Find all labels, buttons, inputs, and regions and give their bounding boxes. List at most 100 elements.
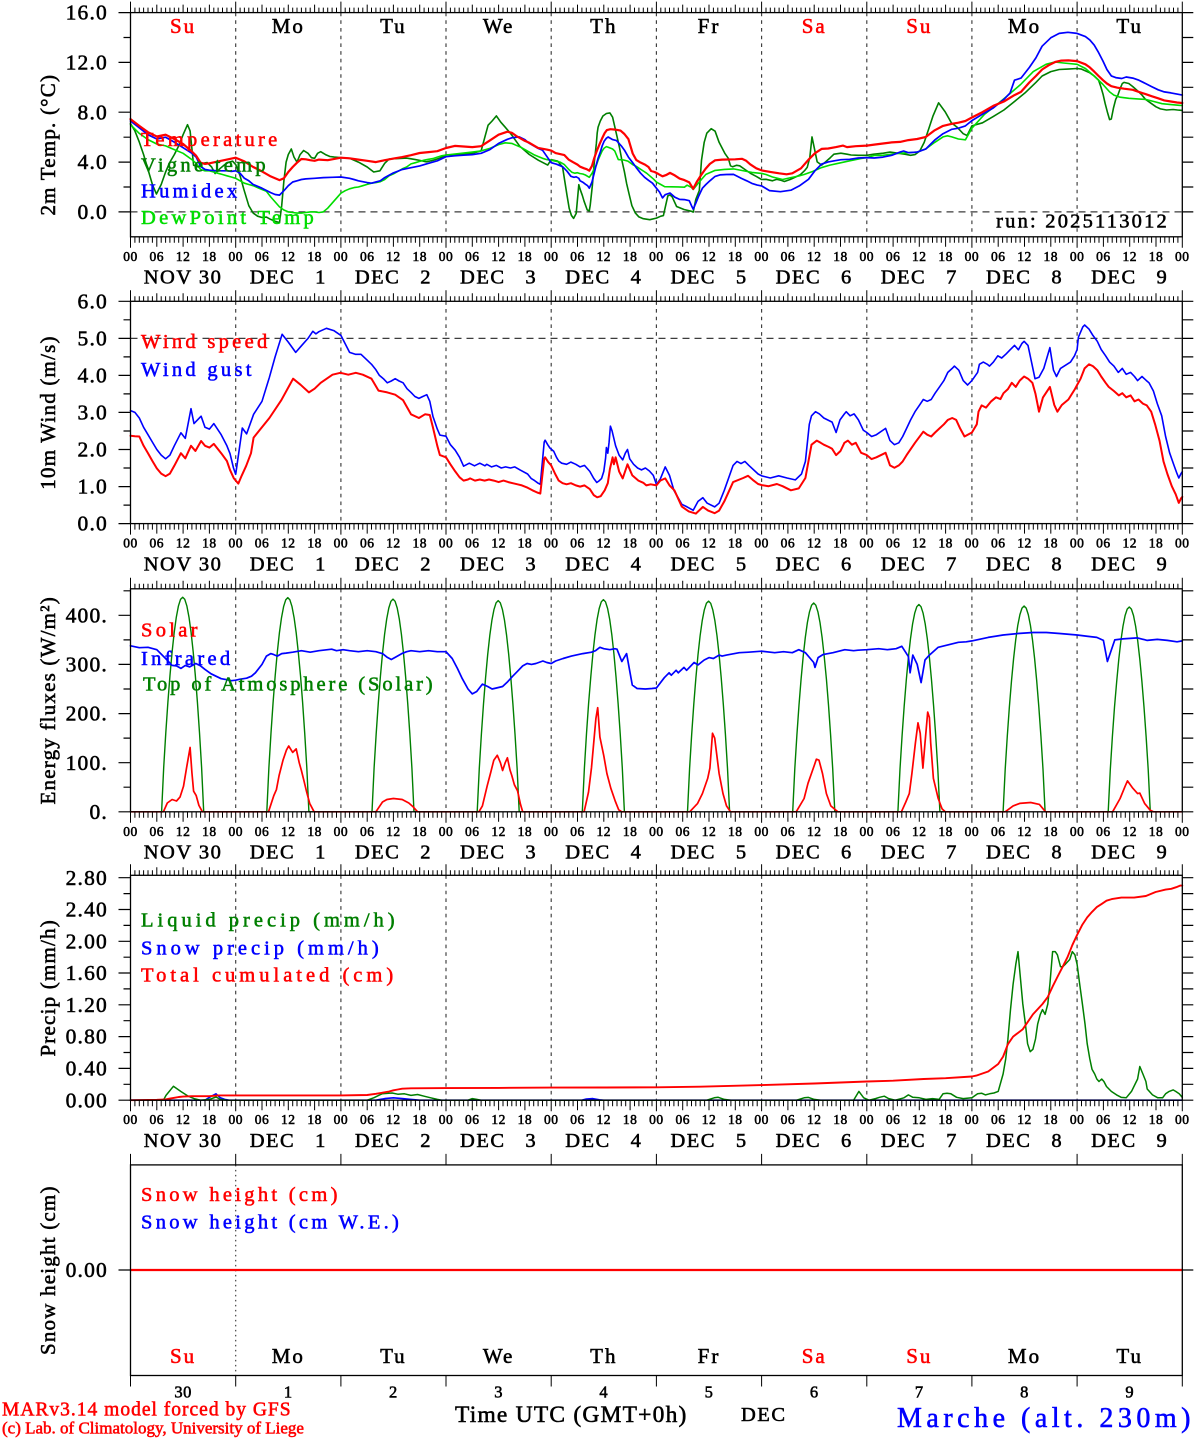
svg-text:12.0: 12.0	[66, 50, 108, 74]
svg-text:12: 12	[807, 1112, 822, 1127]
svg-text:18: 18	[1149, 1112, 1164, 1127]
svg-text:12: 12	[386, 824, 401, 839]
svg-text:DEC 3: DEC 3	[460, 842, 537, 864]
svg-text:12: 12	[386, 536, 401, 551]
svg-text:06: 06	[570, 824, 585, 839]
svg-text:8: 8	[1020, 1382, 1029, 1401]
svg-text:06: 06	[360, 1112, 375, 1127]
svg-text:16.0: 16.0	[66, 1, 108, 25]
svg-text:DEC 1: DEC 1	[250, 267, 327, 289]
svg-text:06: 06	[150, 536, 165, 551]
svg-text:2.00: 2.00	[66, 929, 108, 953]
svg-text:12: 12	[386, 249, 401, 264]
svg-text:Wind speed: Wind speed	[141, 331, 271, 353]
svg-text:18: 18	[202, 824, 217, 839]
svg-text:DEC 8: DEC 8	[986, 842, 1063, 864]
svg-text:18: 18	[307, 1112, 322, 1127]
svg-text:We: We	[483, 1344, 514, 1368]
svg-text:DEC 3: DEC 3	[460, 553, 537, 575]
svg-text:4.0: 4.0	[78, 150, 108, 174]
svg-text:Time UTC (GMT+0h): Time UTC (GMT+0h)	[455, 1402, 688, 1428]
svg-text:18: 18	[728, 536, 743, 551]
svg-text:06: 06	[886, 824, 901, 839]
svg-text:12: 12	[597, 1112, 612, 1127]
svg-text:(c) Lab. of Climatology, Unive: (c) Lab. of Climatology, University of L…	[2, 1419, 304, 1438]
svg-text:00: 00	[860, 536, 875, 551]
svg-text:00: 00	[649, 1112, 664, 1127]
svg-text:00: 00	[334, 1112, 349, 1127]
svg-text:00: 00	[439, 1112, 454, 1127]
svg-text:00: 00	[754, 1112, 769, 1127]
svg-text:00: 00	[228, 249, 243, 264]
svg-text:06: 06	[360, 824, 375, 839]
svg-text:5.0: 5.0	[78, 326, 108, 350]
svg-text:00: 00	[1070, 824, 1085, 839]
svg-text:6: 6	[810, 1382, 819, 1401]
svg-text:0.00: 0.00	[66, 1258, 108, 1282]
svg-text:DEC 1: DEC 1	[250, 1130, 327, 1152]
svg-text:18: 18	[1149, 536, 1164, 551]
svg-text:2m Temp. (°C): 2m Temp. (°C)	[36, 74, 60, 216]
svg-text:06: 06	[465, 1112, 480, 1127]
svg-text:12: 12	[1122, 824, 1137, 839]
svg-text:18: 18	[1149, 249, 1164, 264]
svg-text:06: 06	[1096, 824, 1111, 839]
svg-text:DEC 9: DEC 9	[1091, 267, 1168, 289]
svg-text:DEC 1: DEC 1	[250, 842, 327, 864]
svg-text:18: 18	[728, 249, 743, 264]
svg-text:NOV 30: NOV 30	[144, 267, 223, 289]
svg-text:06: 06	[570, 1112, 585, 1127]
svg-text:Infrared: Infrared	[141, 648, 233, 670]
svg-text:06: 06	[570, 249, 585, 264]
svg-text:DEC 3: DEC 3	[460, 1130, 537, 1152]
svg-text:18: 18	[1044, 249, 1059, 264]
svg-text:3: 3	[494, 1382, 503, 1401]
svg-text:Tu: Tu	[1116, 1344, 1143, 1368]
svg-text:NOV 30: NOV 30	[144, 553, 223, 575]
svg-text:Th: Th	[590, 1344, 617, 1368]
svg-text:18: 18	[833, 824, 848, 839]
svg-text:06: 06	[991, 249, 1006, 264]
svg-text:1.0: 1.0	[78, 475, 108, 499]
svg-text:2.40: 2.40	[66, 898, 108, 922]
svg-text:18: 18	[1044, 536, 1059, 551]
svg-text:06: 06	[991, 1112, 1006, 1127]
svg-text:DEC 9: DEC 9	[1091, 842, 1168, 864]
svg-text:00: 00	[860, 824, 875, 839]
svg-text:00: 00	[544, 1112, 559, 1127]
svg-text:Tu: Tu	[380, 14, 407, 38]
svg-text:DEC 4: DEC 4	[565, 267, 642, 289]
svg-text:00: 00	[965, 536, 980, 551]
svg-text:30: 30	[174, 1382, 192, 1401]
svg-text:00: 00	[228, 824, 243, 839]
svg-text:DEC 2: DEC 2	[355, 842, 432, 864]
svg-text:DEC 9: DEC 9	[1091, 553, 1168, 575]
svg-text:12: 12	[597, 824, 612, 839]
svg-text:2.80: 2.80	[66, 866, 108, 890]
svg-text:0.0: 0.0	[78, 512, 108, 536]
svg-text:4.0: 4.0	[78, 363, 108, 387]
svg-text:Mo: Mo	[1008, 14, 1041, 38]
svg-text:18: 18	[307, 249, 322, 264]
svg-text:Snow height (cm W.E.): Snow height (cm W.E.)	[141, 1212, 402, 1234]
svg-text:06: 06	[255, 249, 270, 264]
svg-text:DEC 3: DEC 3	[460, 267, 537, 289]
svg-text:DEC 8: DEC 8	[986, 553, 1063, 575]
svg-text:00: 00	[1175, 249, 1190, 264]
svg-text:200.: 200.	[66, 702, 108, 726]
svg-text:12: 12	[702, 824, 717, 839]
svg-text:12: 12	[386, 1112, 401, 1127]
svg-text:06: 06	[886, 1112, 901, 1127]
svg-text:DEC 5: DEC 5	[670, 267, 747, 289]
svg-text:Fr: Fr	[698, 1344, 721, 1368]
svg-text:9: 9	[1125, 1382, 1134, 1401]
svg-text:18: 18	[1044, 824, 1059, 839]
svg-text:00: 00	[754, 249, 769, 264]
svg-text:DewPoint Temp: DewPoint Temp	[141, 207, 317, 229]
svg-text:00: 00	[1175, 1112, 1190, 1127]
svg-text:6.0: 6.0	[78, 289, 108, 313]
svg-text:18: 18	[1044, 1112, 1059, 1127]
svg-text:0.0: 0.0	[78, 200, 108, 224]
svg-text:06: 06	[781, 536, 796, 551]
svg-text:18: 18	[202, 249, 217, 264]
